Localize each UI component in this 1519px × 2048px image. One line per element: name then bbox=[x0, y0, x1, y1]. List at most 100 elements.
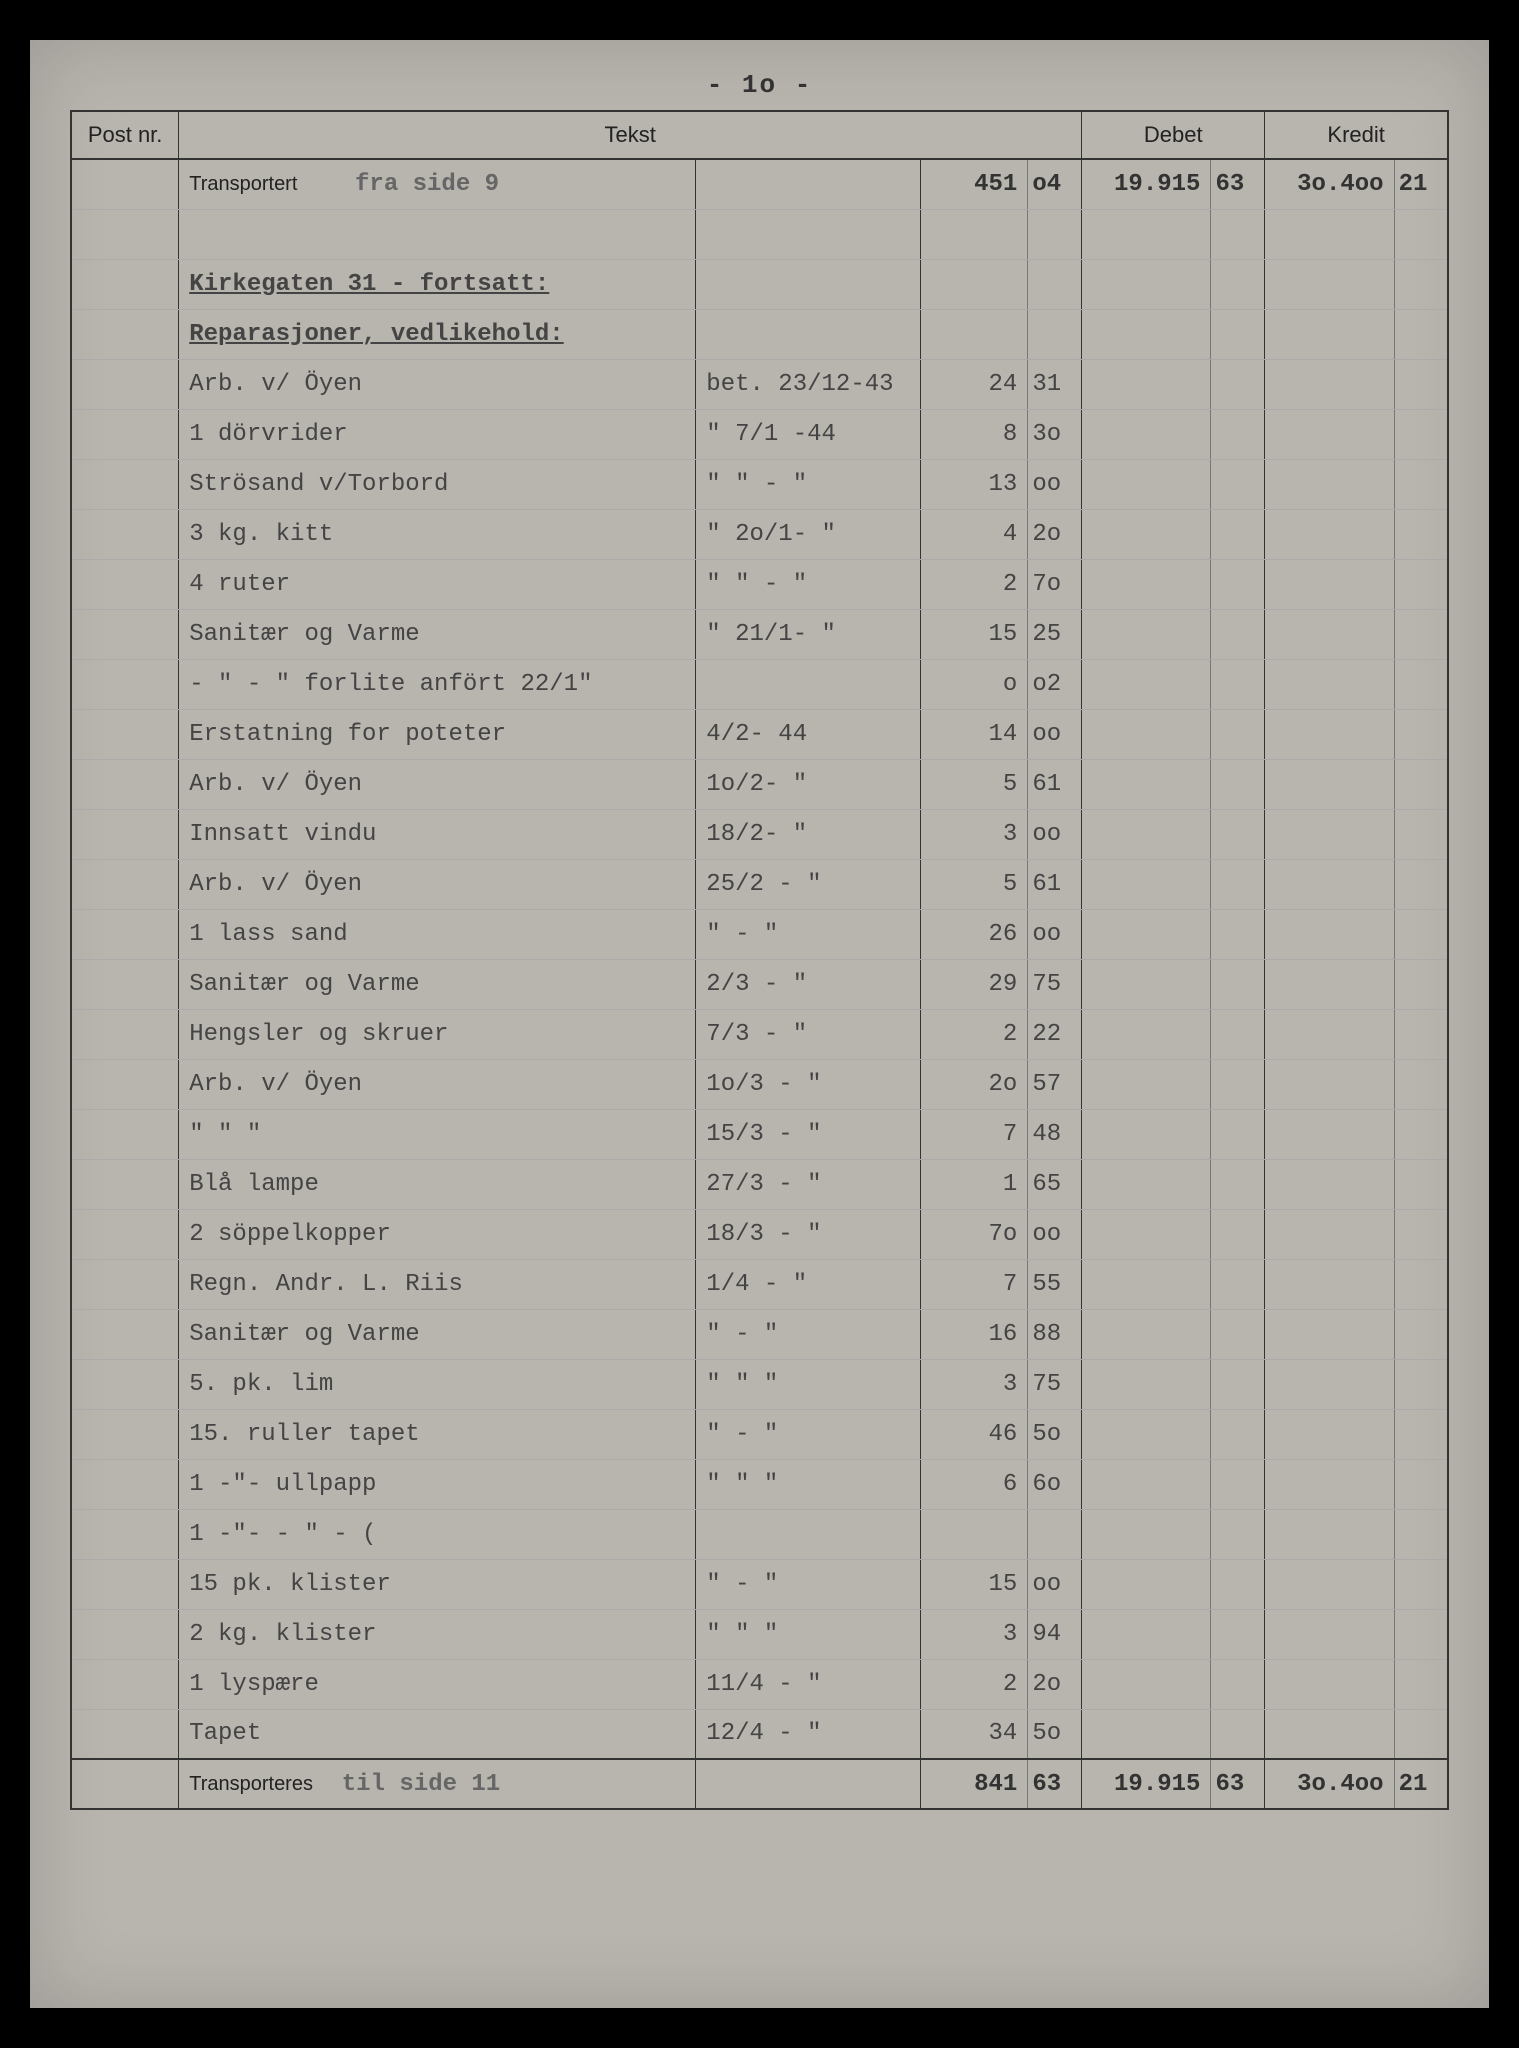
table-row: Regn. Andr. L. Riis1/4 - "755 bbox=[71, 1259, 1448, 1309]
table-row: Arb. v/ Öyen1o/3 - "2o57 bbox=[71, 1059, 1448, 1109]
row-date: 11/4 - " bbox=[696, 1659, 920, 1709]
row-amount-dec: oo bbox=[1028, 1559, 1082, 1609]
row-date: 25/2 - " bbox=[696, 859, 920, 909]
table-row: Arb. v/ Öyen25/2 - "561 bbox=[71, 859, 1448, 909]
section-1-text: Kirkegaten 31 - fortsatt: bbox=[179, 259, 696, 309]
row-tekst: Strösand v/Torbord bbox=[179, 459, 696, 509]
row-amount-int: 14 bbox=[920, 709, 1028, 759]
row-tekst: Innsatt vindu bbox=[179, 809, 696, 859]
row-date: " - " bbox=[696, 1309, 920, 1359]
row-amount-int: 2o bbox=[920, 1059, 1028, 1109]
table-row: - " - " forlite anfört 22/1"oo2 bbox=[71, 659, 1448, 709]
table-row: 5. pk. lim" " "375 bbox=[71, 1359, 1448, 1409]
row-tekst: Arb. v/ Öyen bbox=[179, 859, 696, 909]
row-date: " - " bbox=[696, 1409, 920, 1459]
table-row: Sanitær og Varme" 21/1- "1525 bbox=[71, 609, 1448, 659]
row-tekst: Sanitær og Varme bbox=[179, 609, 696, 659]
row-date: " " " bbox=[696, 1609, 920, 1659]
row-tekst: Arb. v/ Öyen bbox=[179, 759, 696, 809]
row-tekst: 1 lass sand bbox=[179, 909, 696, 959]
header-post: Post nr. bbox=[71, 111, 179, 159]
table-row: 4 ruter" " - "27o bbox=[71, 559, 1448, 609]
transport-out-label: Transporteres bbox=[189, 1773, 313, 1795]
row-amount-int: 2 bbox=[920, 1659, 1028, 1709]
section-2-text: Reparasjoner, vedlikehold: bbox=[179, 309, 696, 359]
row-date: " - " bbox=[696, 909, 920, 959]
row-amount-int: o bbox=[920, 659, 1028, 709]
row-tekst: Sanitær og Varme bbox=[179, 959, 696, 1009]
row-amount-dec: 94 bbox=[1028, 1609, 1082, 1659]
row-date: " 7/1 -44 bbox=[696, 409, 920, 459]
row-tekst: 1 lyspære bbox=[179, 1659, 696, 1709]
table-row: 1 -"- - " - ( bbox=[71, 1509, 1448, 1559]
row-amount-dec: 75 bbox=[1028, 959, 1082, 1009]
row-amount-int: 13 bbox=[920, 459, 1028, 509]
row-date: 2/3 - " bbox=[696, 959, 920, 1009]
row-date: 18/2- " bbox=[696, 809, 920, 859]
row-amount-int: 3 bbox=[920, 1359, 1028, 1409]
row-amount-int: 29 bbox=[920, 959, 1028, 1009]
row-amount-int: 7o bbox=[920, 1209, 1028, 1259]
table-row: Hengsler og skruer7/3 - "222 bbox=[71, 1009, 1448, 1059]
row-amount-dec: oo bbox=[1028, 459, 1082, 509]
row-tekst: - " - " forlite anfört 22/1" bbox=[179, 659, 696, 709]
row-amount-dec: 31 bbox=[1028, 359, 1082, 409]
row-amount-int: 34 bbox=[920, 1709, 1028, 1759]
row-date: " - " bbox=[696, 1559, 920, 1609]
row-date: " 21/1- " bbox=[696, 609, 920, 659]
row-date: " " - " bbox=[696, 459, 920, 509]
row-date: " " " bbox=[696, 1459, 920, 1509]
transport-in-kredit-int: 3o.4oo bbox=[1265, 159, 1394, 209]
row-amount-int bbox=[920, 1509, 1028, 1559]
row-amount-dec bbox=[1028, 1509, 1082, 1559]
row-amount-dec: 61 bbox=[1028, 759, 1082, 809]
table-row: Sanitær og Varme" - "1688 bbox=[71, 1309, 1448, 1359]
table-row: 3 kg. kitt" 2o/1- "42o bbox=[71, 509, 1448, 559]
table-row: Arb. v/ Öyenbet. 23/12-432431 bbox=[71, 359, 1448, 409]
row-tekst: Erstatning for poteter bbox=[179, 709, 696, 759]
row-amount-dec: 88 bbox=[1028, 1309, 1082, 1359]
ledger-page: - 1o - Post nr. Tekst Debet Kredit Trans… bbox=[30, 40, 1489, 2008]
header-debet: Debet bbox=[1082, 111, 1265, 159]
ledger-table: Post nr. Tekst Debet Kredit Transportert… bbox=[70, 110, 1449, 1810]
row-amount-dec: 57 bbox=[1028, 1059, 1082, 1109]
blank-row bbox=[71, 209, 1448, 259]
row-tekst: 15 pk. klister bbox=[179, 1559, 696, 1609]
table-row: 1 lass sand" - "26oo bbox=[71, 909, 1448, 959]
row-amount-dec: 61 bbox=[1028, 859, 1082, 909]
table-row: 15 pk. klister" - "15oo bbox=[71, 1559, 1448, 1609]
row-amount-dec: 6o bbox=[1028, 1459, 1082, 1509]
transport-out-amt-int: 841 bbox=[920, 1759, 1028, 1809]
row-date: " " " bbox=[696, 1359, 920, 1409]
row-tekst: " " " bbox=[179, 1109, 696, 1159]
row-date: 7/3 - " bbox=[696, 1009, 920, 1059]
table-row: 15. ruller tapet" - "465o bbox=[71, 1409, 1448, 1459]
table-row: Strösand v/Torbord" " - "13oo bbox=[71, 459, 1448, 509]
row-date: 4/2- 44 bbox=[696, 709, 920, 759]
row-amount-dec: 48 bbox=[1028, 1109, 1082, 1159]
row-date: 1/4 - " bbox=[696, 1259, 920, 1309]
row-tekst: Arb. v/ Öyen bbox=[179, 1059, 696, 1109]
page-number: - 1o - bbox=[70, 70, 1449, 100]
transport-out-kredit-dec: 21 bbox=[1394, 1759, 1448, 1809]
row-amount-dec: 25 bbox=[1028, 609, 1082, 659]
row-amount-dec: 55 bbox=[1028, 1259, 1082, 1309]
row-amount-dec: 2o bbox=[1028, 509, 1082, 559]
transport-out-debet-dec: 63 bbox=[1211, 1759, 1265, 1809]
row-amount-int: 6 bbox=[920, 1459, 1028, 1509]
header-tekst: Tekst bbox=[179, 111, 1082, 159]
row-amount-dec: 65 bbox=[1028, 1159, 1082, 1209]
row-date bbox=[696, 659, 920, 709]
row-tekst: 15. ruller tapet bbox=[179, 1409, 696, 1459]
row-tekst: 5. pk. lim bbox=[179, 1359, 696, 1409]
row-amount-dec: 7o bbox=[1028, 559, 1082, 609]
table-row: " " "15/3 - "748 bbox=[71, 1109, 1448, 1159]
transport-in-debet-dec: 63 bbox=[1211, 159, 1265, 209]
row-tekst: 1 dörvrider bbox=[179, 409, 696, 459]
row-amount-dec: 3o bbox=[1028, 409, 1082, 459]
row-tekst: 1 -"- ullpapp bbox=[179, 1459, 696, 1509]
row-amount-int: 1 bbox=[920, 1159, 1028, 1209]
table-row: 2 söppelkopper18/3 - "7ooo bbox=[71, 1209, 1448, 1259]
row-amount-dec: 75 bbox=[1028, 1359, 1082, 1409]
row-amount-int: 24 bbox=[920, 359, 1028, 409]
